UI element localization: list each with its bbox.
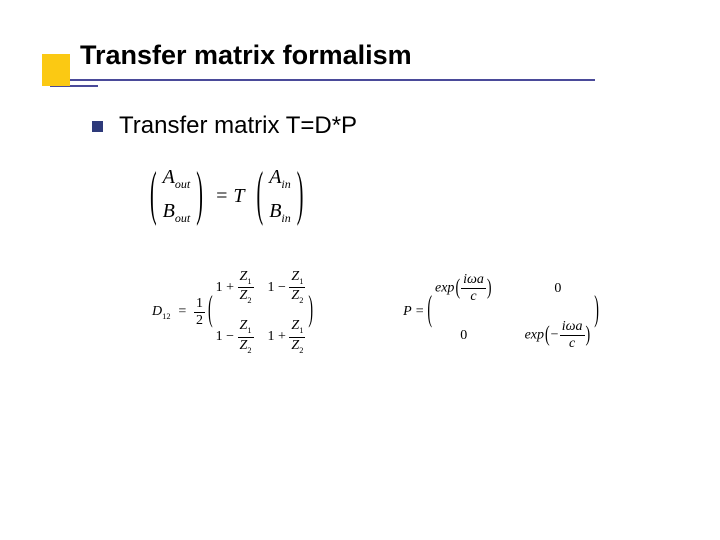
p-matrix-equation: P = ( exp(iωac) 0 0 exp(− iωac) ) — [403, 273, 599, 351]
slide: Transfer matrix formalism Transfer matri… — [0, 0, 720, 395]
underline-long — [50, 79, 595, 81]
equations-block: ( Aout Bout ) = T ( Ain Bin ) D12 = — [92, 166, 670, 355]
page-title: Transfer matrix formalism — [50, 40, 670, 77]
title-block: Transfer matrix formalism — [50, 40, 670, 82]
content-area: Transfer matrix T=D*P ( Aout Bout ) = T … — [50, 112, 670, 355]
bullet-row: Transfer matrix T=D*P — [92, 112, 670, 140]
bullet-text: Transfer matrix T=D*P — [119, 112, 357, 140]
title-underline — [50, 79, 670, 82]
bullet-icon — [92, 121, 103, 132]
vector-equation: ( Aout Bout ) = T ( Ain Bin ) — [148, 166, 670, 226]
matrices-row: D12 = 1 2 ( 1 + Z1Z2 1 − Z1Z — [148, 270, 670, 355]
d-matrix-equation: D12 = 1 2 ( 1 + Z1Z2 1 − Z1Z — [152, 270, 313, 355]
